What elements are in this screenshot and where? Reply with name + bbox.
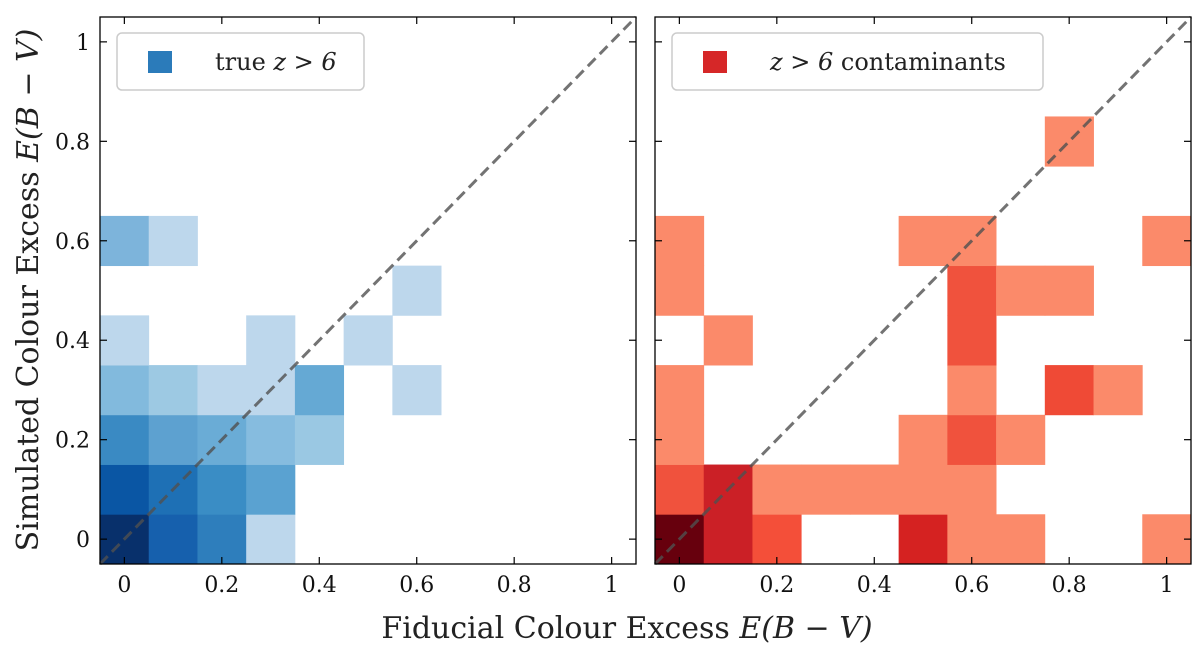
legend-math: z > 6 <box>272 48 336 76</box>
heatmap-cell <box>655 365 705 416</box>
heatmap-cell <box>655 414 705 465</box>
heatmap-cell <box>392 365 442 416</box>
axes-frame <box>99 16 637 565</box>
legend-prefix: true <box>215 48 273 76</box>
x-tick-label: 0.4 <box>302 573 337 598</box>
heatmap-cell <box>1044 365 1094 416</box>
heatmap-cell <box>947 514 997 565</box>
heatmap-cell <box>703 514 753 565</box>
heatmap-cell <box>996 514 1046 565</box>
heatmap-cell <box>752 514 802 565</box>
legend-suffix: contaminants <box>833 48 1006 76</box>
legend: true z > 6 <box>116 32 365 91</box>
heatmap-cell <box>294 365 345 416</box>
legend-label: true z > 6 <box>215 48 337 76</box>
x-tick-label: 0.2 <box>204 573 239 598</box>
heatmap-cell <box>100 414 150 465</box>
x-tick-label: 0 <box>117 573 131 598</box>
heatmap-cell <box>343 315 393 366</box>
heatmap-cell <box>947 365 997 416</box>
x-axis-label-text: Fiducial Colour Excess <box>381 611 739 646</box>
heatmap-cell <box>655 215 705 267</box>
y-tick-label: 0.6 <box>55 230 90 255</box>
x-tick-label: 0.8 <box>1052 573 1087 598</box>
x-axis-label-symbol: E(B − V) <box>738 611 872 646</box>
heatmap-cell <box>294 414 345 465</box>
heatmap-cell <box>246 315 296 366</box>
legend-box <box>671 32 1044 91</box>
legend-math: z > 6 <box>769 48 833 76</box>
y-tick-label: 0.4 <box>55 329 90 354</box>
one-to-one-line <box>653 15 1193 566</box>
heatmap-cell <box>100 215 150 267</box>
heatmap-cell <box>655 265 705 316</box>
y-tick-label: 0.2 <box>55 429 90 454</box>
heatmap-cell <box>1093 365 1143 416</box>
heatmap-cell <box>898 414 948 465</box>
legend-box <box>116 32 365 91</box>
heatmap-cell <box>246 414 296 465</box>
heatmap-cell <box>898 215 948 267</box>
heatmap-cell <box>148 514 198 565</box>
x-tick-label: 0.6 <box>399 573 434 598</box>
panel-true-z-gt-6: 0 0 0.2 0.2 0.4 0.4 0.6 0.6 0.8 0.8 1 1 true z > 6 <box>55 15 638 598</box>
heatmap-cell <box>148 365 198 416</box>
heatmap-cell <box>947 315 997 366</box>
y-tick-label: 0.8 <box>55 130 90 155</box>
heatmap-cell <box>197 464 247 515</box>
y-tick-label: 1 <box>76 31 90 56</box>
y-tick-label: 0 <box>76 528 90 553</box>
x-tick-label: 0.4 <box>857 573 892 598</box>
heatmap-cell <box>1142 514 1192 565</box>
heatmap-cell <box>655 464 705 515</box>
heatmap-cell <box>100 365 150 416</box>
legend-label: z > 6 contaminants <box>769 48 1006 76</box>
heatmap-cell <box>703 315 753 366</box>
x-tick-label: 0.8 <box>497 573 532 598</box>
axes-frame <box>654 16 1192 565</box>
heatmap-cell <box>392 265 442 316</box>
heatmap-cell <box>947 464 997 515</box>
heatmap-cell <box>246 514 296 565</box>
x-tick-label: 1 <box>605 573 619 598</box>
x-tick-label: 0 <box>672 573 686 598</box>
legend-swatch <box>703 51 727 73</box>
heatmap-cell <box>898 464 948 515</box>
heatmap-cell <box>246 464 296 515</box>
heatmap-cell <box>148 414 198 465</box>
heatmap-cell <box>197 514 247 565</box>
y-axis-label-text: Simulated Colour Excess <box>11 162 46 552</box>
heatmap-cell <box>801 464 851 515</box>
heatmap-cell <box>996 414 1046 465</box>
x-axis-label: Fiducial Colour Excess E(B − V) <box>381 611 872 646</box>
heatmap-cell <box>947 414 997 465</box>
heatmap-cell <box>148 215 198 267</box>
legend-swatch <box>148 51 172 73</box>
heatmap-cell <box>1142 215 1192 267</box>
heatmap-cell <box>100 315 150 366</box>
one-to-one-line <box>98 15 638 566</box>
heatmap-cell <box>947 265 997 316</box>
heatmap-cell <box>1044 265 1094 316</box>
x-tick-label: 1 <box>1160 573 1174 598</box>
x-tick-label: 0.2 <box>759 573 794 598</box>
heatmap-cell <box>898 514 948 565</box>
heatmap-cell <box>996 265 1046 316</box>
y-axis-label-symbol: E(B − V) <box>11 29 46 163</box>
heatmap-cell <box>849 464 900 515</box>
heatmap-cell <box>100 464 150 515</box>
heatmap-cell <box>752 464 802 515</box>
heatmap-cell <box>197 365 247 416</box>
x-tick-label: 0.6 <box>954 573 989 598</box>
legend: z > 6 contaminants <box>671 32 1044 91</box>
y-axis-label: Simulated Colour Excess E(B − V) <box>11 29 46 552</box>
panel-z-gt-6-contaminants: 0 0.2 0.4 0.6 0.8 1 z > 6 contaminants <box>653 15 1193 598</box>
